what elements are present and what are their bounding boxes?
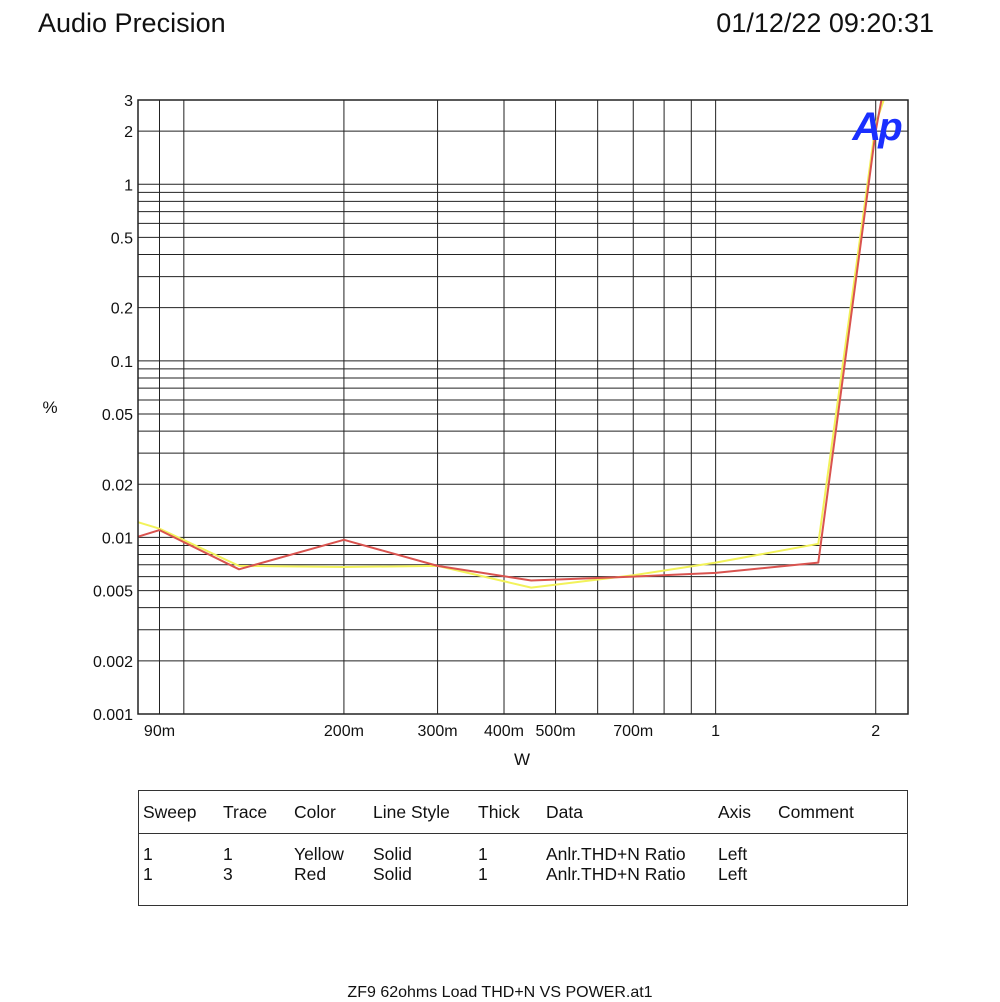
timestamp: 01/12/22 09:20:31 [716, 8, 934, 38]
legend-row-data: Anlr.THD+N Ratio [546, 864, 686, 884]
y-tick-label: 0.01 [102, 530, 133, 547]
plot-frame [137, 99, 909, 715]
x-tick-label: 300m [418, 723, 458, 740]
legend-header-row: Sweep Trace Color Line Style Thick Data … [139, 791, 907, 834]
x-tick-label: 500m [536, 723, 576, 740]
legend-row-trace: 1 [223, 844, 233, 864]
x-tick-label: 200m [324, 723, 364, 740]
legend-row-trace: 3 [223, 864, 233, 884]
legend-header-data: Data [546, 802, 583, 822]
y-axis-ticks: 3 2 1 0.5 0.2 0.1 0.05 0.02 0.01 0.005 0.002 0.001 [93, 93, 133, 724]
y-tick-label: 0.02 [102, 477, 133, 494]
legend-row-thick: 1 [478, 864, 488, 884]
legend-header-color: Color [294, 802, 336, 822]
series-line-yellow [137, 99, 885, 589]
legend-row-thick: 1 [478, 844, 488, 864]
ap-logo-text: Ap [851, 105, 902, 149]
thd-vs-power-chart: 3210.50.20.10.050.020.010.0050.0020.001 … [42, 93, 909, 769]
legend-row-color: Red [294, 864, 327, 884]
legend-header-axis: Axis [718, 802, 752, 822]
y-tick-label: 0.002 [93, 654, 133, 671]
ap-logo: Ap [851, 105, 905, 149]
legend-row-color: Yellow [294, 844, 344, 864]
x-axis-label: W [514, 750, 530, 769]
x-tick-label: 90m [144, 723, 175, 740]
trace-legend-table: Sweep Trace Color Line Style Thick Data … [138, 790, 908, 906]
legend-row-sweep: 1 [143, 864, 153, 884]
y-tick-label: 2 [124, 124, 133, 141]
legend-row-line-style: Solid [373, 864, 412, 884]
legend-header-thick: Thick [478, 802, 520, 822]
grid [138, 99, 908, 715]
x-axis-ticks: 90m 200m 300m 400m 500m 700m 1 2 [144, 723, 880, 740]
legend-row-sweep: 1 [143, 844, 153, 864]
y-tick-label: 1 [124, 177, 133, 194]
x-tick-label: 400m [484, 723, 524, 740]
y-tick-label: 3 [124, 93, 133, 110]
legend-header-sweep: Sweep [143, 802, 197, 822]
series [137, 99, 885, 589]
x-tick-label: 1 [711, 723, 720, 740]
x-tick-label: 700m [613, 723, 653, 740]
y-axis-label: % [42, 398, 57, 417]
series-line-red [137, 99, 883, 582]
app-title: Audio Precision [38, 8, 226, 38]
y-tick-label: 0.05 [102, 407, 133, 424]
legend-header-comment: Comment [778, 802, 854, 822]
y-tick-label: 0.1 [111, 354, 133, 371]
legend-row-line-style: Solid [373, 844, 412, 864]
legend-header-line-style: Line Style [373, 802, 450, 822]
legend-row-data: Anlr.THD+N Ratio [546, 844, 686, 864]
y-tick-label: 0.5 [111, 230, 133, 247]
legend-header-trace: Trace [223, 802, 268, 822]
x-tick-label: 2 [871, 723, 880, 740]
y-tick-label: 0.005 [93, 584, 133, 601]
y-tick-label: 0.001 [93, 707, 133, 724]
file-name-footer: ZF9 62ohms Load THD+N VS POWER.at1 [347, 984, 653, 1001]
y-tick-label: 0.2 [111, 301, 133, 318]
plot-border [137, 99, 909, 715]
legend-row-axis: Left [718, 864, 748, 884]
legend-row-axis: Left [718, 844, 748, 864]
